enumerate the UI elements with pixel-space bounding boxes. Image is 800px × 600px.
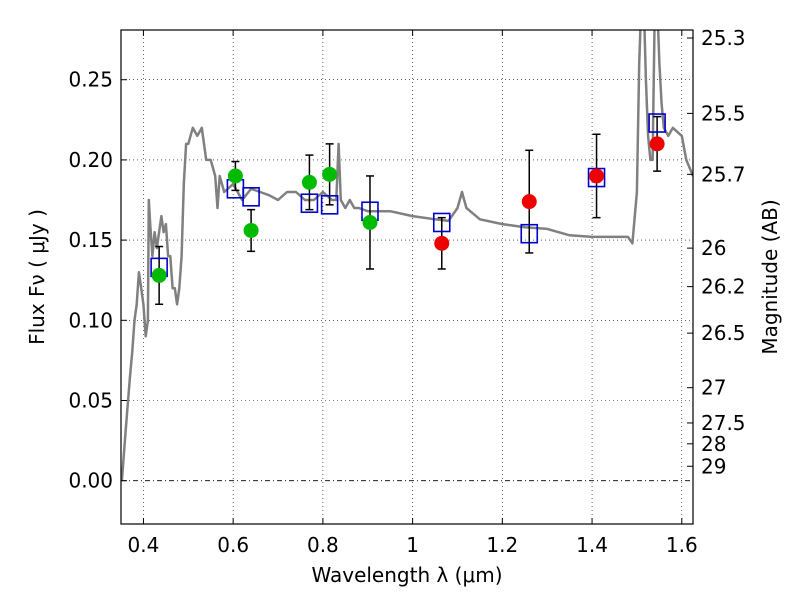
plot-frame [120, 29, 694, 525]
right-tick-label: 29 [701, 454, 726, 478]
model-photometry-square [432, 212, 451, 233]
observed-point [151, 267, 167, 283]
observed-point [322, 166, 338, 182]
x-tick-label: 0.6 [217, 533, 249, 557]
y-tick-label: 0.00 [68, 469, 113, 493]
right-tick-label: 26.2 [701, 275, 746, 299]
x-tick-label: 1.2 [486, 533, 518, 557]
y-tick-label: 0.25 [68, 68, 113, 92]
model-photometry-layer [150, 113, 666, 278]
model-photometry-square [300, 193, 319, 214]
grid-lines [121, 30, 693, 524]
right-tick-label: 27.5 [701, 411, 746, 435]
observed-point [649, 136, 665, 152]
model-photometry-square [648, 113, 666, 133]
observed-photometry-layer [151, 136, 665, 283]
observed-point [434, 235, 450, 251]
right-y-axis-label: Magnitude (AB) [758, 199, 782, 354]
x-tick-label: 1 [406, 533, 419, 557]
y-axis-label: Flux Fν ( μJy ) [25, 209, 49, 345]
x-tick-label: 0.8 [307, 533, 339, 557]
y-tick-label: 0.15 [68, 228, 113, 252]
y-tick-label: 0.05 [68, 389, 113, 413]
y-axis-ticks: 0.00 0.05 0.10 0.15 0.20 0.25 [68, 68, 127, 493]
right-tick-label: 25.7 [701, 162, 746, 186]
observed-point [589, 168, 605, 184]
observed-point [243, 222, 259, 238]
x-axis-label: Wavelength λ (μm) [311, 563, 502, 587]
model-photometry-square [520, 223, 539, 244]
observed-point [301, 174, 317, 190]
right-tick-label: 26 [701, 236, 726, 260]
model-photometry-square [320, 195, 339, 215]
right-tick-label: 28 [701, 432, 726, 456]
model-photometry-square [242, 187, 260, 207]
x-tick-label: 0.4 [128, 533, 160, 557]
x-tick-label: 1.6 [666, 533, 698, 557]
y-tick-label: 0.20 [68, 148, 113, 172]
sed-layer [121, 30, 693, 481]
observed-point [521, 194, 537, 210]
sed-model-line [121, 30, 693, 481]
right-tick-label: 25.3 [701, 26, 746, 50]
plot-area [121, 30, 693, 524]
y-tick-label: 0.10 [68, 308, 113, 332]
x-tick-label: 1.4 [576, 533, 608, 557]
observed-point [362, 214, 378, 230]
right-tick-label: 27 [701, 376, 726, 400]
x-axis-ticks: 0.4 0.6 0.8 1 1.2 1.4 1.6 [128, 30, 698, 557]
observed-point [227, 168, 243, 184]
right-tick-label: 26.5 [701, 321, 746, 345]
right-tick-label: 25.5 [701, 101, 746, 125]
